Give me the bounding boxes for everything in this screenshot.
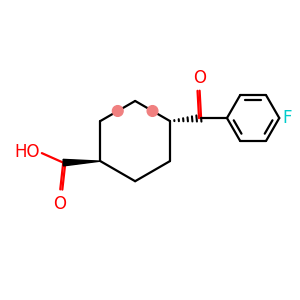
Text: O: O xyxy=(193,69,206,87)
Text: O: O xyxy=(53,195,66,213)
Text: F: F xyxy=(283,109,292,127)
Circle shape xyxy=(112,106,123,116)
Circle shape xyxy=(147,106,158,116)
Polygon shape xyxy=(63,159,100,166)
Text: HO: HO xyxy=(15,143,40,161)
